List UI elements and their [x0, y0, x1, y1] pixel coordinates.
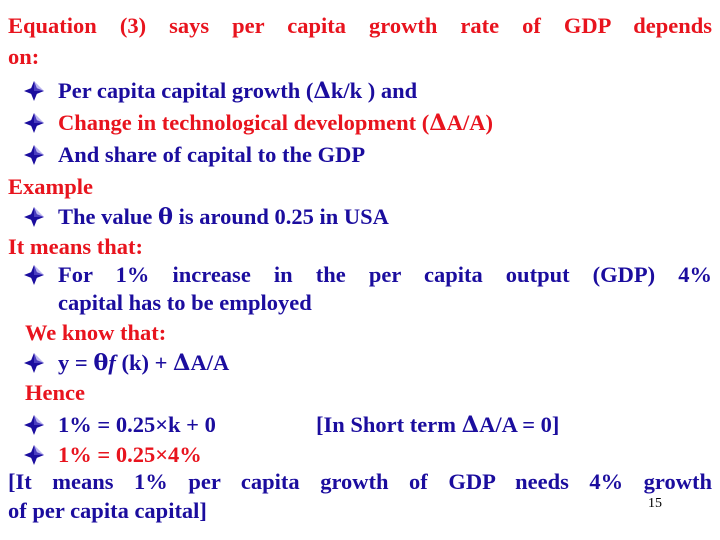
page-number: 15	[648, 496, 662, 511]
bullet-text-post: k/k ) and	[330, 78, 418, 103]
bullet-text-pre: Per capita capital growth (	[58, 78, 314, 103]
bullet-icon	[23, 264, 51, 288]
bullet-text-post: A/A)	[446, 110, 493, 135]
intro-line-1: Equation (3) says per capita growth rate…	[8, 13, 712, 38]
delta-symbol: Δ	[461, 412, 480, 438]
means-heading: It means that:	[8, 234, 143, 259]
bullet-text: And share of capital to the GDP	[58, 142, 366, 167]
bullet-icon	[23, 444, 51, 468]
hence-heading: Hence	[25, 380, 85, 405]
conclusion-line-1: [It means 1% per capita growth of GDP ne…	[8, 469, 712, 494]
equation-mid: (k) +	[115, 350, 174, 375]
bullet-hence-1: 1% = 0.25×k + 0	[58, 412, 216, 437]
bullet-icon	[23, 414, 51, 438]
equation-tail: A/A	[190, 350, 230, 375]
function-f: f	[108, 350, 116, 375]
bullet-capital-share: And share of capital to the GDP	[58, 140, 365, 170]
bullet-icon	[23, 206, 51, 230]
bullet-hence-2: 1% = 0.25×4%	[58, 442, 202, 467]
bullet-text-pre: The value	[58, 204, 159, 229]
delta-symbol: Δ	[313, 78, 331, 104]
theta-symbol: θ	[158, 204, 174, 230]
short-term-note: [In Short term ΔA/A = 0]	[316, 410, 559, 440]
bullet-text-post: is around 0.25 in USA	[173, 204, 389, 229]
intro-line-2: on:	[8, 44, 40, 69]
bullet-means-line-2: capital has to be employed	[58, 290, 312, 315]
bullet-text-pre: Change in technological development (	[58, 110, 430, 135]
bullet-capital-growth: Per capita capital growth (Δk/k ) and	[58, 76, 417, 106]
example-heading: Example	[8, 174, 94, 199]
know-heading: We know that:	[25, 320, 167, 345]
bullet-theta-value: The value θ is around 0.25 in USA	[58, 202, 389, 232]
note-post: A/A = 0]	[479, 412, 560, 437]
bullet-icon	[23, 112, 51, 136]
bullet-means-line-1: For 1% increase in the per capita output…	[58, 262, 712, 287]
bullet-icon	[23, 144, 51, 168]
bullet-icon	[23, 80, 51, 104]
bullet-tech-development: Change in technological development (ΔA/…	[58, 108, 493, 138]
bullet-equation: y = θf (k) + ΔA/A	[58, 348, 229, 378]
bullet-icon	[23, 352, 51, 376]
delta-symbol: Δ	[173, 350, 191, 376]
note-pre: [In Short term	[316, 412, 462, 437]
conclusion-line-2: of per capita capital]	[8, 498, 207, 523]
equation-lhs: y =	[58, 350, 94, 375]
theta-symbol: θ	[93, 350, 109, 376]
delta-symbol: Δ	[429, 110, 447, 136]
